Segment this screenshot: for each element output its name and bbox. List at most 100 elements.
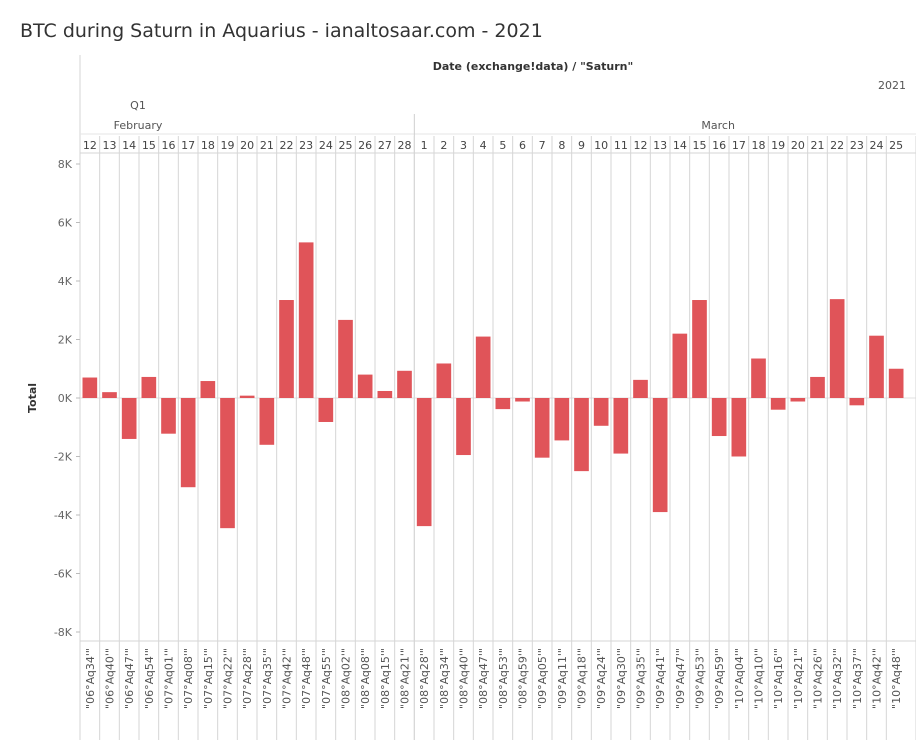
- bar: [239, 395, 255, 398]
- x-category-label: "09°Aq24'": [595, 648, 608, 709]
- x-category-label: "09°Aq41'": [654, 648, 667, 709]
- x-category-label: "08°Aq15'": [379, 648, 392, 709]
- month-label-march: March: [701, 119, 735, 132]
- bar: [279, 300, 294, 398]
- day-label: 25: [889, 139, 903, 152]
- x-category-label: "09°Aq05'": [536, 648, 549, 709]
- bar: [200, 381, 216, 398]
- day-label: 18: [201, 139, 215, 152]
- day-label: 15: [142, 139, 156, 152]
- day-label: 14: [673, 139, 687, 152]
- x-category-label: "08°Aq53'": [497, 648, 510, 709]
- day-label: 24: [870, 139, 884, 152]
- x-category-label: "06°Aq47'": [123, 648, 136, 709]
- bar: [554, 398, 570, 441]
- y-tick-label: -2K: [54, 451, 73, 464]
- day-label: 13: [653, 139, 667, 152]
- bar: [593, 398, 609, 426]
- y-tick-label: 4K: [58, 275, 73, 288]
- x-category-label: "09°Aq30'": [615, 648, 628, 709]
- y-tick-label: 0K: [58, 392, 73, 405]
- x-category-label: "10°Aq37'": [851, 648, 864, 709]
- bar: [298, 242, 314, 398]
- x-category-label: "07°Aq28'": [241, 648, 254, 709]
- bar: [711, 398, 727, 437]
- day-label: 5: [499, 139, 506, 152]
- x-category-label: "09°Aq35'": [635, 648, 648, 709]
- bar: [613, 398, 629, 454]
- day-label: 21: [260, 139, 274, 152]
- day-label: 25: [339, 139, 353, 152]
- bar: [790, 398, 806, 402]
- x-category-label: "10°Aq42'": [871, 648, 884, 709]
- bar: [377, 390, 393, 398]
- bar: [259, 398, 275, 445]
- x-category-label: "08°Aq08'": [359, 648, 372, 709]
- day-label: 7: [539, 139, 546, 152]
- y-tick-label: 8K: [58, 158, 73, 171]
- y-tick-label: -6K: [54, 568, 73, 581]
- bar: [692, 300, 707, 398]
- day-label: 9: [578, 139, 585, 152]
- day-label: 23: [299, 139, 313, 152]
- month-label-february: February: [114, 119, 163, 132]
- x-category-label: "09°Aq47'": [674, 648, 687, 709]
- day-label: 28: [398, 139, 412, 152]
- day-label: 3: [460, 139, 467, 152]
- bar: [436, 363, 452, 398]
- bar: [318, 398, 334, 422]
- bar: [534, 398, 550, 458]
- y-tick-label: 2K: [58, 334, 73, 347]
- day-label: 4: [480, 139, 487, 152]
- x-category-label: "10°Aq26'": [812, 648, 825, 709]
- bar: [810, 376, 825, 398]
- x-category-label: "09°Aq11'": [556, 648, 569, 709]
- day-label: 14: [122, 139, 136, 152]
- bar: [869, 335, 884, 398]
- x-category-label: "08°Aq28'": [418, 648, 431, 709]
- bar: [495, 398, 511, 410]
- day-label: 16: [712, 139, 726, 152]
- bar: [574, 398, 589, 472]
- bar: [731, 398, 747, 457]
- bar: [141, 376, 157, 398]
- day-label: 10: [594, 139, 608, 152]
- x-category-label: "06°Aq34'": [84, 648, 97, 709]
- x-category-label: "07°Aq08'": [182, 648, 195, 709]
- day-label: 19: [771, 139, 785, 152]
- day-label: 22: [830, 139, 844, 152]
- x-category-label: "06°Aq40'": [104, 648, 117, 709]
- bar: [515, 398, 530, 402]
- quarter-label: Q1: [130, 99, 146, 112]
- bar: [770, 398, 786, 410]
- x-category-label: "10°Aq10'": [753, 648, 766, 709]
- x-category-label: "10°Aq21'": [792, 648, 805, 709]
- bar: [161, 398, 176, 434]
- day-label: 23: [850, 139, 864, 152]
- bar: [397, 370, 412, 398]
- x-category-label: "10°Aq48'": [890, 648, 903, 709]
- bar: [672, 333, 688, 398]
- y-tick-label: -8K: [54, 626, 73, 639]
- day-label: 21: [811, 139, 825, 152]
- bar: [416, 398, 432, 527]
- bar: [180, 398, 196, 488]
- field-caption: Date (exchange!data) / "Saturn": [433, 60, 633, 73]
- x-category-label: "08°Aq59'": [517, 648, 530, 709]
- bar: [338, 319, 353, 398]
- bar: [121, 398, 137, 439]
- day-label: 20: [240, 139, 254, 152]
- bar: [102, 392, 117, 398]
- chart-title: BTC during Saturn in Aquarius - ianaltos…: [20, 20, 543, 42]
- bar: [357, 374, 373, 398]
- y-axis-title: Total: [26, 383, 39, 413]
- x-category-label: "07°Aq22'": [222, 648, 235, 709]
- x-category-label: "08°Aq47'": [477, 648, 490, 709]
- day-label: 2: [440, 139, 447, 152]
- x-category-label: "09°Aq59'": [713, 648, 726, 709]
- bar: [82, 377, 98, 398]
- bar: [888, 368, 904, 398]
- bar: [633, 379, 648, 398]
